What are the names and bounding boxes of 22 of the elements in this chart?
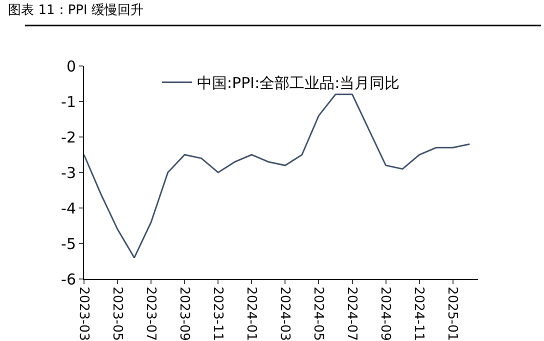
x-tick-label: 2024-05	[310, 286, 326, 341]
legend-label: 中国:PPI:全部工业品:当月同比	[197, 74, 400, 92]
x-tick-label: 2024-09	[378, 286, 393, 341]
chart-title: 图表 11：PPI 缓慢回升	[8, 3, 144, 18]
x-tick-label: 2023-03	[76, 286, 91, 341]
y-tick-label: -4	[61, 199, 76, 218]
y-tick-label: -5	[61, 234, 76, 253]
y-tick-label: 0	[66, 57, 76, 76]
x-tick-label: 2023-11	[210, 286, 225, 341]
x-tick-label: 2023-09	[176, 286, 192, 341]
x-tick-label: 2024-07	[344, 286, 360, 341]
x-tick-label: 2023-07	[142, 286, 158, 341]
x-tick-label: 2023-05	[109, 286, 124, 341]
y-tick-label: -3	[61, 164, 76, 182]
y-tick-label: -1	[61, 92, 76, 111]
y-tick-label: -2	[61, 128, 76, 146]
x-tick-label: 2024-11	[411, 286, 426, 341]
x-tick-label: 2025-01	[444, 286, 460, 341]
y-tick-label: -6	[61, 270, 76, 288]
x-tick-label: 2024-01	[243, 286, 258, 341]
line-series	[84, 94, 470, 258]
x-tick-label: 2024-03	[276, 286, 292, 341]
